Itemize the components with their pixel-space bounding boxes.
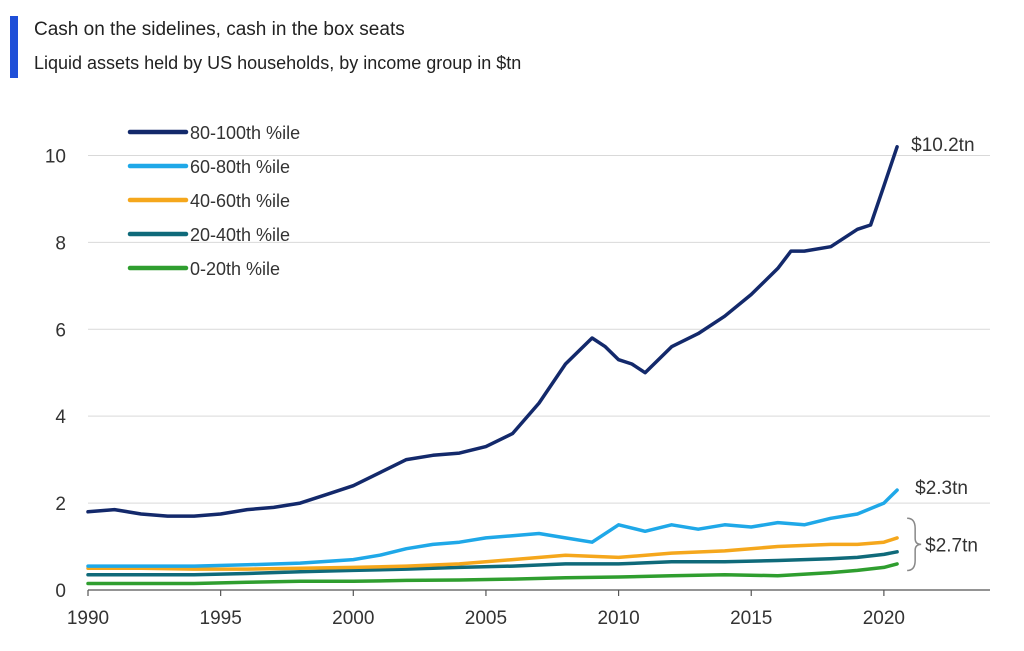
y-tick-label: 6 (55, 320, 66, 341)
x-tick-label: 2020 (863, 608, 905, 629)
x-tick-label: 2015 (730, 608, 772, 629)
y-tick-label: 0 (55, 581, 66, 602)
y-tick-label: 10 (45, 146, 66, 167)
series-line-20-40th-ile (86, 550, 899, 577)
annotation-label-bracket: $2.7tn (925, 535, 978, 556)
y-tick-label: 8 (55, 233, 66, 254)
legend-label: 60-80th %ile (190, 157, 290, 177)
series-line-80-100th-ile (86, 145, 899, 518)
legend-label: 40-60th %ile (190, 191, 290, 211)
y-tick-label: 2 (55, 494, 66, 515)
x-tick-label: 2000 (332, 608, 374, 629)
annotation-bracket (907, 517, 922, 572)
series-line-40-60th-ile (86, 536, 899, 571)
annotation-label-mid: $2.3tn (915, 478, 968, 499)
series-line-60-80th-ile (86, 488, 899, 568)
legend-label: 20-40th %ile (190, 225, 290, 245)
chart-subtitle: Liquid assets held by US households, by … (34, 53, 522, 73)
y-tick-label: 4 (55, 407, 66, 428)
title-accent-bar (10, 16, 18, 78)
x-tick-label: 1995 (200, 608, 242, 629)
x-tick-label: 2010 (597, 608, 639, 629)
chart-title: Cash on the sidelines, cash in the box s… (34, 19, 405, 40)
annotation-label-top: $10.2tn (911, 135, 974, 156)
x-tick-label: 1990 (67, 608, 109, 629)
x-tick-label: 2005 (465, 608, 507, 629)
legend-label: 80-100th %ile (190, 123, 300, 143)
legend-label: 0-20th %ile (190, 259, 280, 279)
series-line-0-20th-ile (86, 562, 899, 586)
